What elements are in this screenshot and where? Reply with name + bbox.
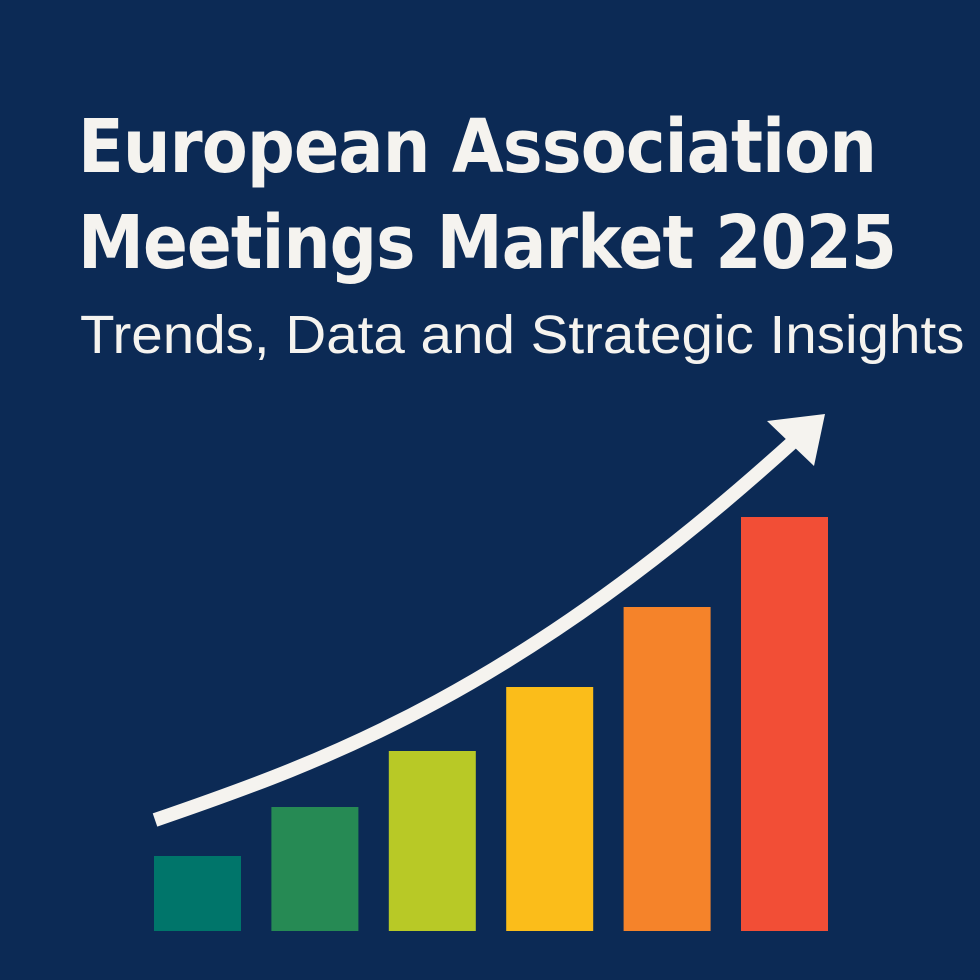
bar-2 xyxy=(271,807,359,931)
trend-arrow-line xyxy=(152,434,800,827)
bar-4 xyxy=(506,687,594,931)
bar-3 xyxy=(388,751,476,931)
bar-5 xyxy=(623,607,711,931)
bar-1 xyxy=(154,856,241,931)
title-line-1: European Association xyxy=(78,104,877,190)
trend-arrow-head-icon xyxy=(767,414,825,466)
title-line-2: Meetings Market 2025 xyxy=(78,200,897,286)
bars-group xyxy=(154,517,828,931)
bar-6 xyxy=(741,517,828,931)
subtitle: Trends, Data and Strategic Insights xyxy=(80,305,965,365)
